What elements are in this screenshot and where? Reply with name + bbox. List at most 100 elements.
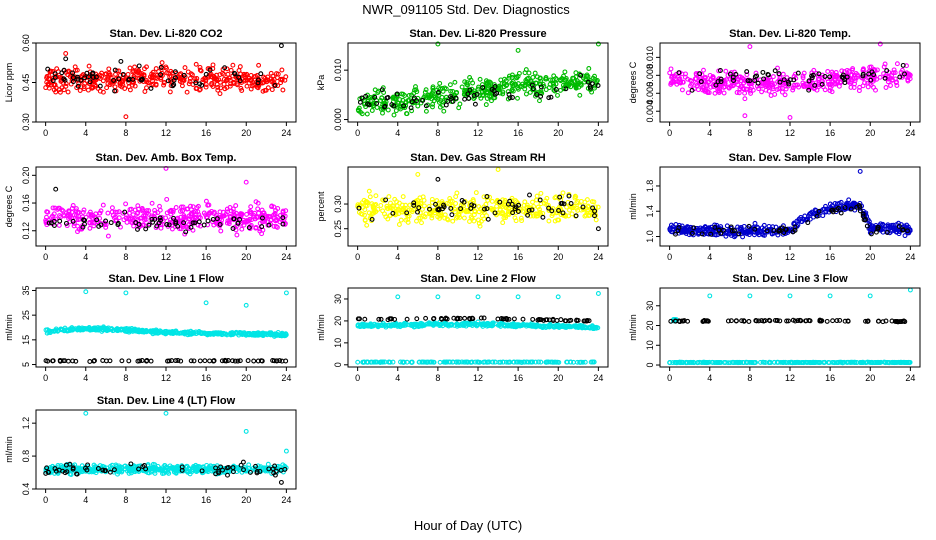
- data-point: [777, 79, 783, 85]
- x-tick-label: 16: [513, 252, 523, 262]
- x-tick-label: 16: [201, 373, 211, 383]
- data-point: [591, 199, 597, 205]
- data-point: [416, 205, 422, 211]
- data-point: [62, 358, 68, 364]
- data-point: [93, 326, 99, 332]
- data-point: [535, 211, 541, 217]
- data-point: [492, 210, 498, 216]
- y-tick-label: 0: [645, 363, 655, 368]
- data-point: [811, 85, 817, 91]
- data-point: [676, 74, 681, 80]
- data-point: [436, 99, 442, 105]
- data-point: [511, 316, 517, 322]
- x-tick-label: 16: [513, 373, 523, 383]
- data-point: [399, 207, 405, 213]
- data-point: [97, 210, 103, 216]
- data-point: [423, 315, 429, 321]
- data-point: [537, 75, 543, 81]
- data-point: [860, 211, 866, 217]
- data-point: [484, 206, 490, 212]
- data-point: [172, 224, 178, 230]
- data-point: [271, 223, 277, 229]
- data-point: [217, 222, 223, 227]
- data-point: [237, 64, 243, 70]
- data-point: [203, 300, 209, 306]
- data-point: [239, 88, 245, 93]
- data-point: [678, 80, 684, 86]
- data-point: [562, 69, 568, 75]
- data-point: [462, 96, 468, 102]
- data-point: [490, 207, 496, 213]
- data-point: [512, 206, 518, 212]
- data-point: [724, 223, 730, 229]
- x-tick-label: 4: [83, 373, 88, 383]
- x-tick-label: 16: [825, 128, 835, 138]
- data-point: [215, 84, 221, 90]
- data-point: [89, 85, 95, 91]
- data-point: [356, 105, 362, 111]
- data-point: [697, 71, 703, 77]
- data-point: [461, 215, 467, 221]
- data-point: [109, 205, 115, 211]
- data-point: [280, 87, 286, 93]
- data-point: [378, 203, 384, 208]
- x-tick-label: 4: [707, 252, 712, 262]
- panel-title: Stan. Dev. Gas Stream RH: [410, 152, 546, 164]
- data-point: [724, 231, 730, 236]
- data-point: [136, 63, 142, 69]
- data-point: [667, 225, 673, 231]
- data-point: [816, 71, 822, 77]
- data-point: [695, 87, 701, 93]
- data-point: [500, 220, 506, 226]
- data-point: [190, 220, 196, 226]
- data-point: [875, 226, 881, 232]
- data-point: [75, 229, 80, 235]
- data-points: [355, 41, 601, 118]
- data-point: [207, 210, 213, 216]
- data-point: [115, 220, 121, 226]
- data-point: [113, 71, 118, 77]
- x-tick-label: 12: [785, 373, 795, 383]
- data-point: [480, 85, 486, 90]
- data-point: [809, 73, 815, 79]
- data-point: [549, 208, 555, 214]
- data-point: [770, 74, 776, 80]
- data-point: [823, 203, 828, 209]
- y-tick-label: 0.30: [333, 195, 343, 213]
- data-point: [524, 202, 530, 208]
- data-point: [150, 219, 156, 225]
- data-point: [114, 326, 120, 332]
- data-point: [752, 229, 758, 235]
- data-point: [747, 44, 753, 50]
- data-point: [51, 211, 57, 217]
- data-point: [81, 84, 87, 90]
- data-point: [211, 358, 217, 364]
- data-point: [510, 210, 516, 216]
- data-point: [519, 218, 525, 224]
- data-point: [505, 89, 511, 95]
- data-point: [748, 90, 754, 96]
- data-point: [219, 332, 225, 338]
- data-point: [900, 227, 906, 233]
- data-point: [87, 225, 93, 231]
- y-tick-label: 0.006: [645, 82, 655, 105]
- data-point: [471, 203, 477, 209]
- data-point: [573, 213, 579, 219]
- data-point: [227, 205, 233, 210]
- data-point: [49, 215, 54, 221]
- data-point: [522, 86, 528, 92]
- data-point: [717, 68, 723, 73]
- data-point: [479, 213, 485, 219]
- data-point: [557, 194, 563, 200]
- data-point: [391, 203, 397, 209]
- data-point: [764, 228, 770, 234]
- data-point: [75, 74, 81, 80]
- data-point: [173, 221, 179, 226]
- data-point: [461, 199, 467, 205]
- data-point: [787, 293, 793, 299]
- data-point: [688, 83, 693, 89]
- data-point: [738, 226, 744, 232]
- y-tick-label: 0.20: [21, 167, 31, 185]
- data-point: [701, 225, 706, 231]
- data-point: [846, 197, 852, 203]
